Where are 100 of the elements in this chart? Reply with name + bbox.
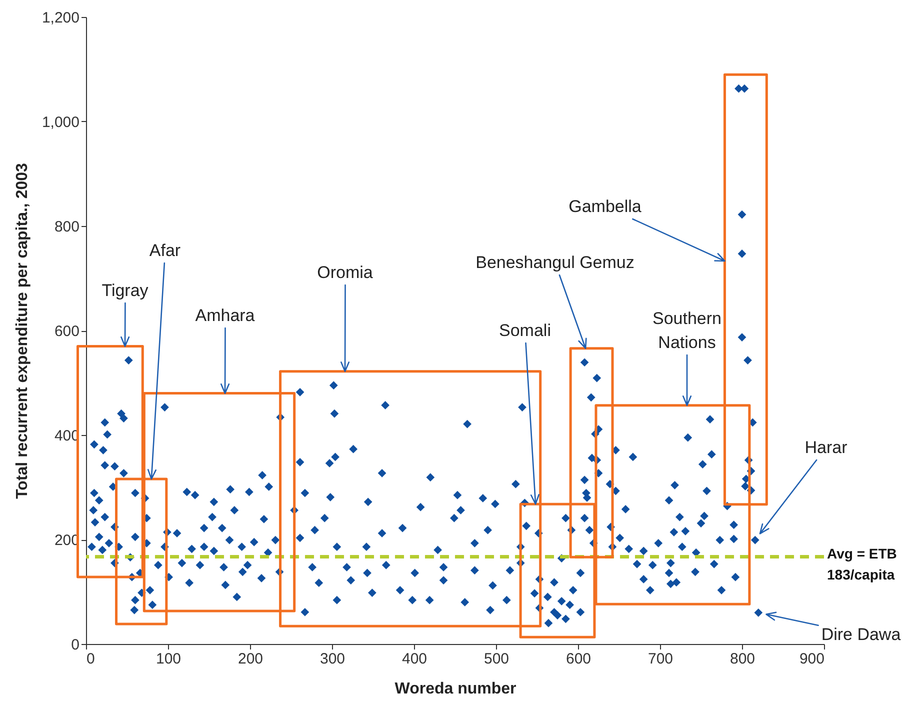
annotation: Oromia xyxy=(317,263,374,282)
point xyxy=(730,520,738,530)
point xyxy=(616,534,624,542)
point xyxy=(738,250,746,258)
point xyxy=(326,492,335,502)
point xyxy=(486,606,494,614)
point xyxy=(553,611,562,620)
point xyxy=(90,488,98,498)
x-tick-label: 800 xyxy=(730,650,756,668)
point xyxy=(131,488,140,498)
point xyxy=(582,494,592,502)
point xyxy=(346,576,356,584)
point xyxy=(331,452,340,462)
point xyxy=(130,606,139,614)
point xyxy=(741,482,750,490)
point xyxy=(178,558,186,568)
point xyxy=(257,574,266,582)
point xyxy=(264,482,274,491)
point xyxy=(730,534,738,544)
point xyxy=(94,532,104,542)
point xyxy=(271,536,280,544)
point xyxy=(363,568,372,578)
point xyxy=(362,542,371,551)
point xyxy=(332,596,342,604)
point xyxy=(200,524,208,532)
point xyxy=(260,514,268,524)
point xyxy=(208,512,216,522)
annotation: Southern Nations xyxy=(652,309,722,352)
point xyxy=(172,529,182,538)
point xyxy=(628,452,638,462)
point xyxy=(368,588,376,597)
point xyxy=(120,414,128,422)
point xyxy=(632,560,642,568)
point xyxy=(580,358,589,367)
point xyxy=(244,488,254,496)
point xyxy=(100,512,110,522)
point xyxy=(754,608,763,617)
point xyxy=(314,578,324,588)
point xyxy=(530,589,539,598)
point xyxy=(744,356,752,364)
point xyxy=(624,544,634,554)
point xyxy=(381,401,390,410)
point xyxy=(131,532,140,542)
annotation: Beneshangul Gemuz xyxy=(476,253,634,272)
point xyxy=(146,586,154,594)
point xyxy=(382,560,390,570)
point xyxy=(103,430,112,439)
point xyxy=(585,526,594,534)
point xyxy=(210,498,218,506)
x-tick-label: 100 xyxy=(156,650,182,668)
point xyxy=(550,578,558,587)
point xyxy=(675,512,684,522)
point xyxy=(104,538,114,548)
point xyxy=(453,490,462,500)
point xyxy=(364,498,372,506)
point xyxy=(124,356,133,364)
point xyxy=(664,568,674,578)
x-tick-label: 200 xyxy=(238,650,264,668)
annotation: Amhara xyxy=(195,306,256,325)
point xyxy=(120,468,128,478)
point xyxy=(557,596,566,606)
point xyxy=(325,459,334,468)
x-axis-title: Woreda number xyxy=(394,680,516,698)
x-tick-label: 500 xyxy=(484,650,510,668)
point xyxy=(154,560,162,570)
point xyxy=(232,592,242,602)
point xyxy=(580,514,589,522)
point xyxy=(639,575,648,584)
point xyxy=(698,460,707,468)
point xyxy=(580,476,589,484)
point xyxy=(562,614,570,624)
point xyxy=(664,496,674,504)
point xyxy=(225,536,234,544)
point xyxy=(439,576,448,584)
point xyxy=(691,568,700,576)
point xyxy=(470,566,479,575)
point xyxy=(300,608,310,616)
point xyxy=(478,494,488,502)
point xyxy=(710,560,718,568)
annotation: Gambella xyxy=(568,197,642,216)
point xyxy=(576,568,585,578)
point xyxy=(188,544,196,554)
point xyxy=(439,563,448,572)
point xyxy=(190,490,200,500)
point xyxy=(543,592,552,602)
point xyxy=(678,542,686,551)
point xyxy=(160,403,169,412)
point xyxy=(378,468,386,478)
point xyxy=(296,458,304,466)
point xyxy=(518,403,526,412)
point xyxy=(484,526,492,534)
point xyxy=(456,506,465,514)
y-tick-label: 0 xyxy=(71,636,80,654)
point xyxy=(200,542,208,551)
point xyxy=(408,596,417,604)
point xyxy=(300,488,310,498)
point xyxy=(566,600,574,609)
point xyxy=(696,519,706,528)
point xyxy=(148,600,157,609)
point xyxy=(488,581,497,590)
